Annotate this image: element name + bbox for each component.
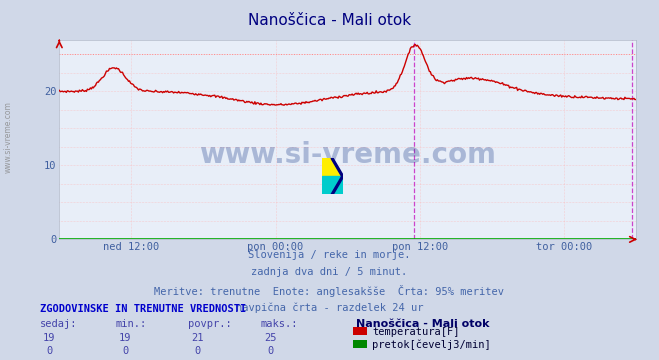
Text: pretok[čevelj3/min]: pretok[čevelj3/min] [372,340,491,351]
Text: www.si-vreme.com: www.si-vreme.com [4,101,13,173]
Text: zadnja dva dni / 5 minut.: zadnja dva dni / 5 minut. [251,267,408,278]
Text: 0: 0 [267,346,273,356]
Text: 0: 0 [122,346,129,356]
Text: sedaj:: sedaj: [40,319,77,329]
Text: min.:: min.: [115,319,146,329]
Text: temperatura[F]: temperatura[F] [372,327,460,337]
Text: 0: 0 [46,346,53,356]
Text: Meritve: trenutne  Enote: anglesakšše  Črta: 95% meritev: Meritve: trenutne Enote: anglesakšše Črt… [154,285,505,297]
Text: 19: 19 [43,333,55,343]
Text: Nanoščica - Mali otok: Nanoščica - Mali otok [356,319,490,329]
Text: maks.:: maks.: [260,319,298,329]
Text: 21: 21 [192,333,204,343]
Text: 19: 19 [119,333,131,343]
Text: 0: 0 [194,346,201,356]
Text: Slovenija / reke in morje.: Slovenija / reke in morje. [248,250,411,260]
Text: 25: 25 [264,333,276,343]
Text: povpr.:: povpr.: [188,319,231,329]
Polygon shape [322,158,343,176]
Polygon shape [331,158,343,178]
Text: navpična črta - razdelek 24 ur: navpična črta - razdelek 24 ur [236,302,423,312]
Text: Nanoščica - Mali otok: Nanoščica - Mali otok [248,13,411,28]
Polygon shape [322,176,343,194]
Polygon shape [331,175,343,194]
Text: www.si-vreme.com: www.si-vreme.com [199,141,496,170]
Text: ZGODOVINSKE IN TRENUTNE VREDNOSTI: ZGODOVINSKE IN TRENUTNE VREDNOSTI [40,304,246,314]
